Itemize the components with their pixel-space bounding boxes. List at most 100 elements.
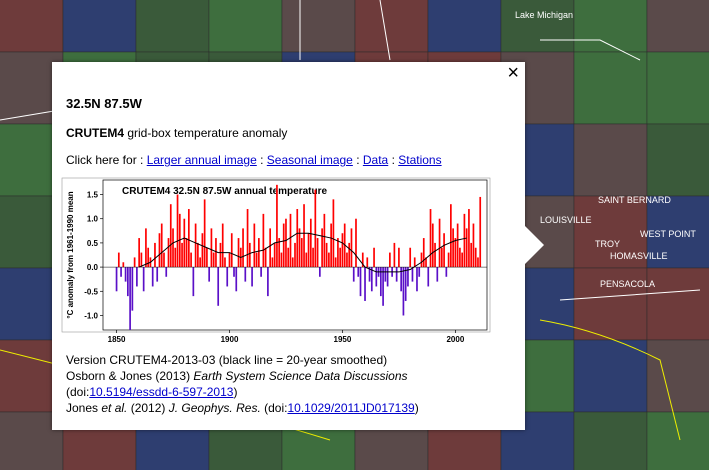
bar [117, 252, 120, 268]
bar [115, 267, 118, 292]
bar [212, 252, 215, 268]
bar [142, 267, 145, 292]
bar [456, 223, 459, 268]
footer-line: Osborn & Jones (2013) Earth System Scien… [66, 369, 408, 383]
map-tile [0, 0, 64, 53]
bar [389, 252, 391, 268]
bar [131, 267, 134, 311]
bar [230, 233, 233, 268]
text: grid-box temperature anomaly [124, 126, 288, 140]
bar [309, 218, 312, 268]
bar [409, 247, 412, 268]
y-axis-label: °C anomaly from 1961-1990 mean [66, 191, 75, 318]
bar [305, 252, 308, 268]
bar [122, 262, 125, 268]
bar [129, 267, 131, 330]
bar [431, 223, 434, 268]
bar [443, 233, 445, 268]
bar [348, 242, 351, 268]
text: (doi: [66, 385, 90, 399]
plot-area [102, 179, 488, 331]
bar [400, 267, 403, 292]
bar [386, 267, 389, 287]
bar [163, 252, 165, 268]
close-button[interactable]: × [507, 62, 519, 84]
bar [465, 228, 468, 268]
bar [269, 228, 271, 268]
text: Jones [66, 401, 102, 415]
map-tile [646, 123, 709, 197]
bar [346, 252, 348, 268]
popup: × 32.5N 87.5W CRUTEM4 grid-box temperatu… [52, 62, 525, 430]
bar [226, 267, 229, 287]
y-tick-label: 1.0 [87, 215, 99, 224]
footer-line: (doi:10.5194/essdd-6-597-2013) [66, 385, 237, 399]
bar [352, 267, 355, 282]
bar [314, 189, 317, 268]
map-tile [62, 0, 137, 53]
bar [167, 238, 170, 268]
bar [138, 238, 140, 268]
bar [328, 252, 330, 268]
popup-pointer [524, 225, 544, 265]
map-tile [646, 51, 709, 125]
bar [425, 257, 427, 268]
links: Click here for : Larger annual image : S… [66, 153, 442, 167]
bar [262, 213, 265, 268]
bar [192, 267, 195, 297]
map-tile [573, 195, 648, 269]
link[interactable]: 10.5194/essdd-6-597-2013 [89, 385, 234, 399]
bar [337, 238, 339, 268]
bar [470, 242, 473, 268]
bar [454, 238, 457, 268]
bar [355, 218, 357, 268]
bar [395, 267, 398, 282]
bar [319, 267, 321, 277]
bar [210, 228, 213, 268]
chart-frame [61, 177, 491, 333]
bar [472, 223, 475, 268]
bar [296, 209, 299, 268]
bar [359, 267, 362, 297]
bar [235, 267, 238, 292]
bar [165, 267, 168, 277]
map-tile [646, 195, 709, 269]
bar [255, 252, 258, 268]
x-tick-label: 1900 [221, 335, 239, 344]
link[interactable]: 10.1029/2011JD017139 [287, 401, 415, 415]
bar [224, 257, 226, 268]
text: Version CRUTEM4-2013-03 (black line = 20… [66, 353, 388, 367]
map-tile [573, 267, 648, 341]
bar [194, 223, 197, 268]
text: : [256, 153, 267, 167]
bar [350, 228, 353, 268]
text: Click here for : [66, 153, 147, 167]
bar [384, 267, 387, 282]
bar [208, 267, 211, 282]
link[interactable]: Data [362, 153, 389, 167]
map-tile [573, 0, 648, 53]
text: et al. [101, 401, 128, 415]
text: ) [414, 401, 419, 415]
bar [452, 228, 454, 268]
link[interactable]: Larger annual image [146, 153, 257, 167]
bar [197, 242, 199, 268]
link[interactable]: Seasonal image [266, 153, 353, 167]
bar [160, 223, 163, 268]
bar [477, 257, 479, 268]
bar [429, 209, 432, 268]
bar [334, 257, 337, 268]
bar [246, 209, 249, 268]
bar [244, 267, 247, 282]
bar [474, 247, 477, 268]
bar [251, 267, 253, 287]
bar [260, 267, 262, 277]
bar [316, 238, 319, 268]
link[interactable]: Stations [398, 153, 442, 167]
y-tick-label: -1.0 [84, 311, 98, 320]
bar [237, 238, 240, 268]
bar [203, 199, 206, 268]
map-tile [354, 0, 429, 53]
bar [341, 233, 344, 268]
